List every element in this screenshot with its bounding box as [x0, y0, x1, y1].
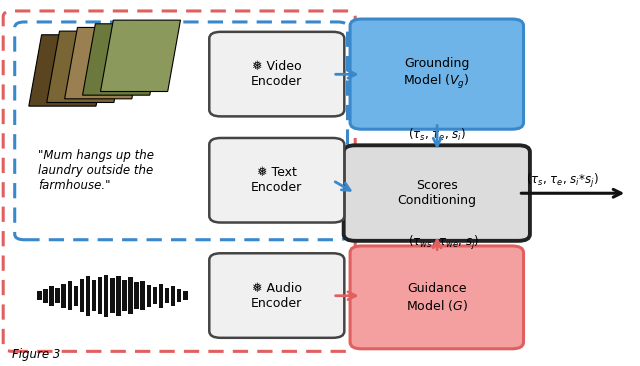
FancyBboxPatch shape	[98, 277, 102, 314]
FancyBboxPatch shape	[122, 280, 127, 311]
FancyBboxPatch shape	[152, 288, 157, 304]
Text: ($\tau_s$, $\tau_e$, $s_i$$*$$s_j$): ($\tau_s$, $\tau_e$, $s_i$$*$$s_j$)	[526, 172, 599, 190]
Polygon shape	[47, 31, 127, 102]
FancyBboxPatch shape	[74, 285, 78, 306]
FancyBboxPatch shape	[209, 32, 344, 116]
FancyBboxPatch shape	[177, 289, 182, 302]
Text: "Mum hangs up the
laundry outside the
farmhouse.": "Mum hangs up the laundry outside the fa…	[38, 149, 154, 192]
FancyBboxPatch shape	[44, 289, 48, 303]
Text: Scores
Conditioning: Scores Conditioning	[397, 179, 476, 207]
Polygon shape	[100, 20, 180, 92]
FancyBboxPatch shape	[104, 274, 109, 317]
FancyBboxPatch shape	[49, 285, 54, 306]
FancyBboxPatch shape	[350, 246, 524, 349]
Text: Guidance
Model ($G$): Guidance Model ($G$)	[406, 282, 468, 313]
Polygon shape	[29, 35, 109, 106]
Text: Grounding
Model ($V_g$): Grounding Model ($V_g$)	[403, 57, 470, 91]
FancyBboxPatch shape	[344, 145, 530, 241]
FancyBboxPatch shape	[37, 291, 42, 300]
FancyBboxPatch shape	[350, 19, 524, 129]
FancyBboxPatch shape	[209, 253, 344, 338]
FancyBboxPatch shape	[61, 284, 66, 307]
FancyBboxPatch shape	[141, 281, 145, 310]
FancyBboxPatch shape	[92, 280, 96, 311]
FancyBboxPatch shape	[80, 279, 84, 312]
Text: ❅ Video
Encoder: ❅ Video Encoder	[251, 60, 303, 88]
FancyBboxPatch shape	[56, 288, 60, 303]
FancyBboxPatch shape	[128, 277, 133, 314]
FancyBboxPatch shape	[134, 282, 139, 310]
Text: Figure 3: Figure 3	[12, 347, 60, 361]
FancyBboxPatch shape	[68, 281, 72, 310]
Text: ($\tau_s$, $\tau_e$, $s_i$): ($\tau_s$, $\tau_e$, $s_i$)	[408, 127, 467, 143]
Text: ❅ Text
Encoder: ❅ Text Encoder	[251, 166, 303, 194]
Text: ($\tau_{ws}$, $\tau_{we}$, $s_j$): ($\tau_{ws}$, $\tau_{we}$, $s_j$)	[408, 234, 480, 253]
FancyBboxPatch shape	[171, 285, 175, 306]
FancyBboxPatch shape	[183, 291, 188, 300]
FancyBboxPatch shape	[116, 276, 120, 316]
FancyBboxPatch shape	[86, 276, 90, 316]
Polygon shape	[83, 24, 163, 95]
FancyBboxPatch shape	[110, 278, 115, 313]
Text: ❅ Audio
Encoder: ❅ Audio Encoder	[251, 281, 303, 310]
Polygon shape	[65, 27, 145, 99]
FancyBboxPatch shape	[165, 288, 169, 303]
FancyBboxPatch shape	[147, 285, 151, 307]
FancyBboxPatch shape	[209, 138, 344, 223]
FancyBboxPatch shape	[159, 284, 163, 307]
